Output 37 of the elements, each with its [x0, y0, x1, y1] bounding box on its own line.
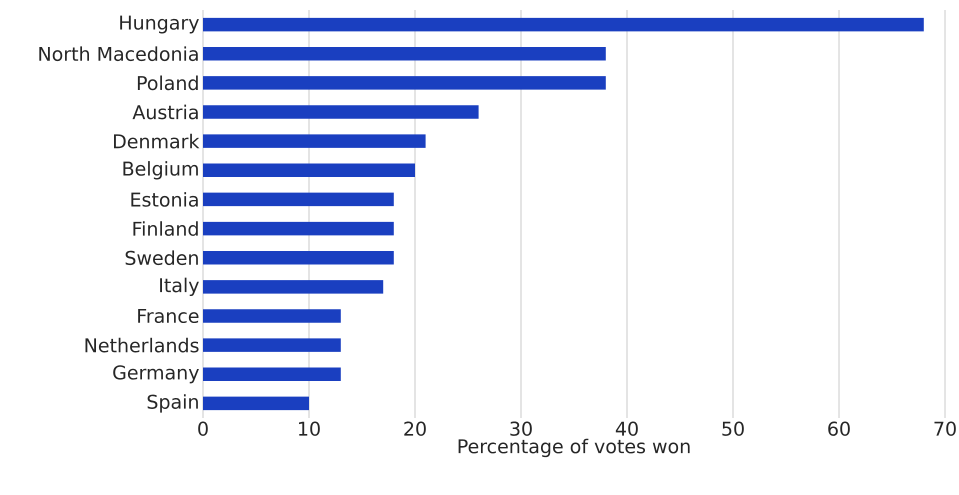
- y-tick-label: Germany: [113, 365, 199, 384]
- y-tick-label: Italy: [160, 278, 199, 296]
- y-tick-label: France: [138, 308, 198, 324]
- y-tick-label: Denmark: [114, 134, 200, 148]
- y-tick-label: Poland: [138, 76, 198, 90]
- bar: [203, 368, 341, 382]
- x-tick-label: 40: [616, 422, 638, 436]
- x-axis-title: Percentage of votes won: [458, 438, 690, 458]
- x-tick-label: 70: [934, 422, 956, 436]
- x-tick-label: 0: [198, 422, 208, 436]
- y-tick-label: Estonia: [131, 192, 198, 207]
- bar: [203, 76, 606, 90]
- bar: [203, 192, 394, 206]
- y-tick-label: Hungary: [120, 16, 199, 34]
- bar: [203, 164, 415, 178]
- x-tick-label: 50: [722, 422, 744, 436]
- y-tick-label: Netherlands: [86, 338, 199, 352]
- y-tick-label: Sweden: [126, 250, 198, 266]
- bar: [203, 46, 606, 60]
- y-tick-label: Finland: [133, 221, 198, 236]
- y-tick-label: Belgium: [123, 161, 198, 180]
- bar: [203, 309, 341, 323]
- x-tick-label: 20: [404, 422, 426, 436]
- bar: [203, 105, 479, 119]
- x-tick-label: 10: [299, 422, 320, 436]
- bar: [203, 250, 394, 264]
- bar: [203, 338, 341, 352]
- bar: [203, 222, 394, 236]
- x-tick-label: 60: [828, 422, 850, 436]
- bar: [203, 280, 384, 294]
- y-tick-label: Spain: [148, 394, 198, 413]
- bar: [203, 134, 426, 148]
- bar: [203, 396, 309, 410]
- x-tick-label: 30: [510, 422, 532, 436]
- y-tick-label: Austria: [132, 104, 198, 120]
- bar: [203, 18, 924, 32]
- y-tick-label: North Macedonia: [39, 46, 198, 62]
